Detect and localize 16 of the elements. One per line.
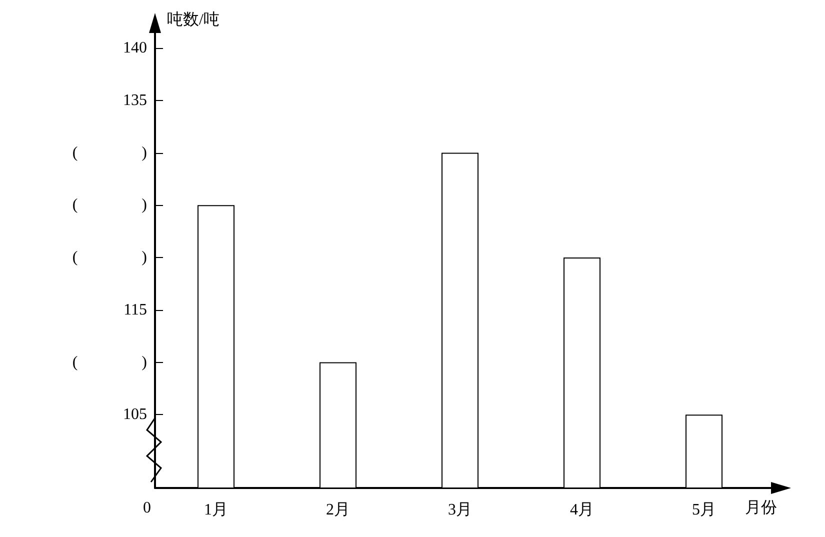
x-tick-label: 4月	[570, 502, 594, 518]
x-tick-label: 3月	[448, 502, 472, 518]
y-tick-label: 115	[124, 301, 147, 318]
y-tick-label: 105	[123, 406, 147, 424]
y-tick-label: ( )	[72, 354, 147, 371]
x-tick-label: 1月	[204, 502, 228, 518]
y-tick-label: ( )	[72, 196, 147, 214]
x-tick-label: 2月	[326, 502, 350, 518]
x-axis-title: 月份	[745, 500, 777, 516]
y-tick-label: 140	[123, 40, 147, 56]
y-tick-label: ( )	[72, 249, 147, 266]
y-tick-label: ( )	[72, 144, 147, 162]
y-tick-label: 135	[123, 92, 147, 109]
x-tick-label: 5月	[692, 502, 716, 518]
y-axis-title: 吨数/吨	[167, 10, 220, 28]
text: 0	[143, 500, 151, 516]
